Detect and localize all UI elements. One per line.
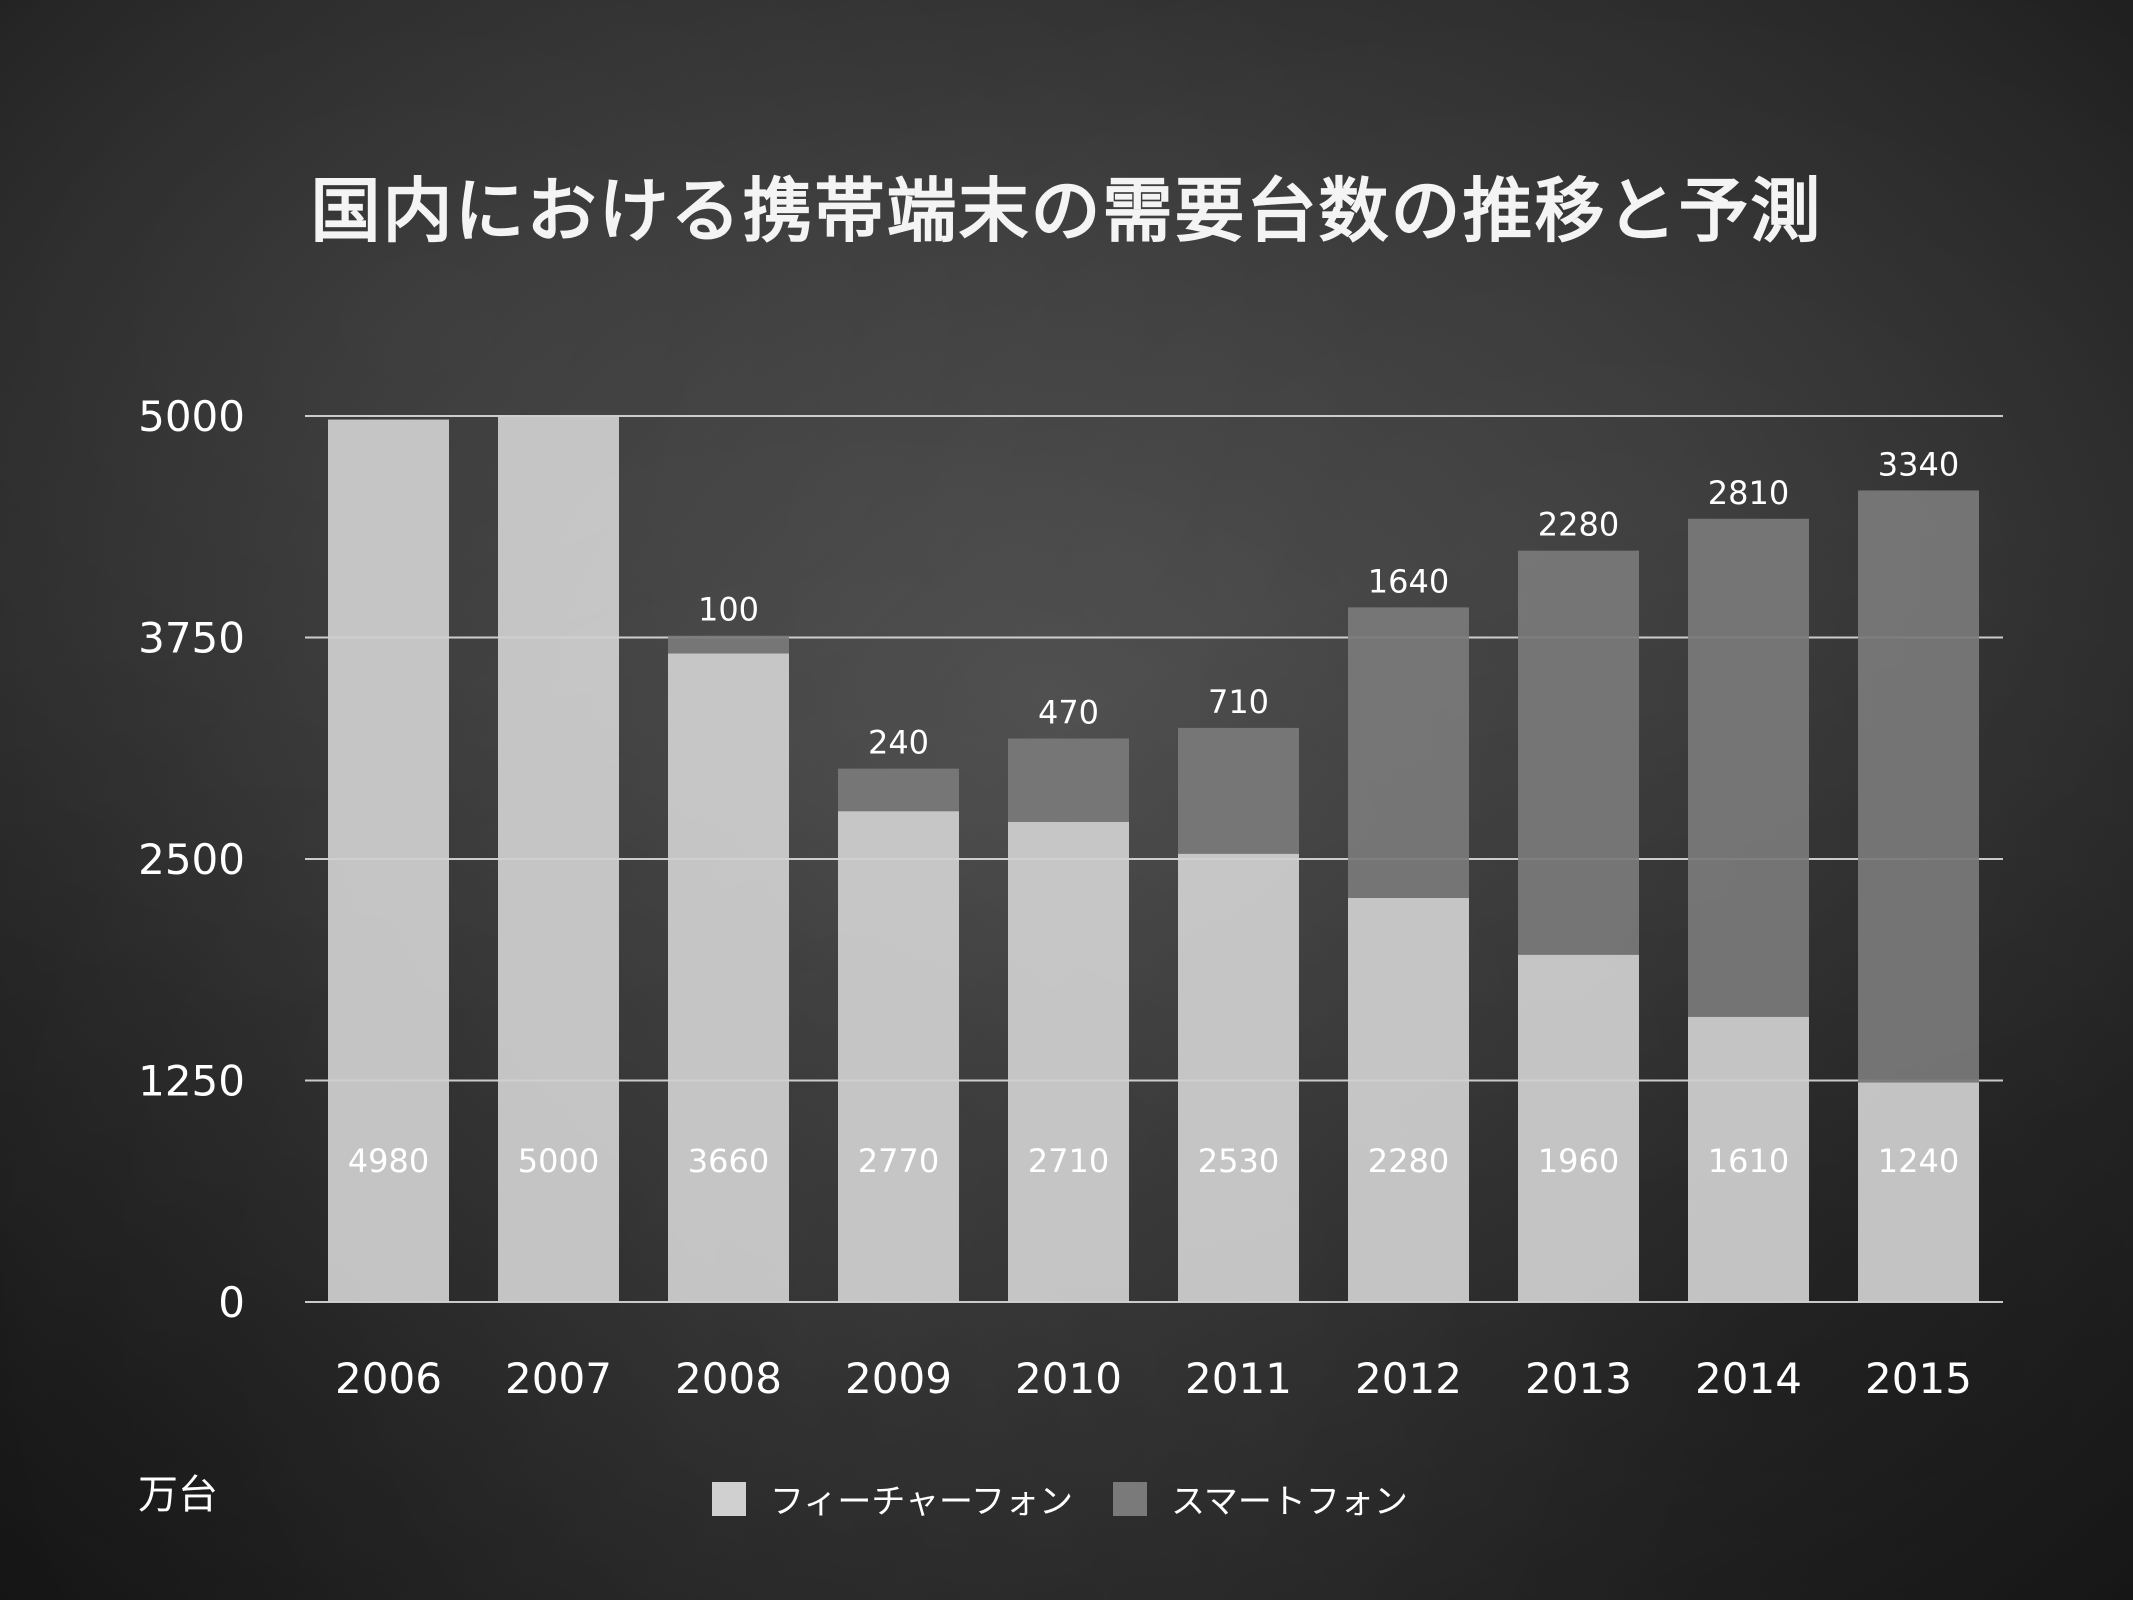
data-label-feature-phone-2015: 1240 <box>1878 1142 1959 1180</box>
x-tick-label-2011: 2011 <box>1185 1354 1292 1403</box>
bar-feature-phone-2010 <box>1008 821 1129 1302</box>
data-labels: 4980 5000 100 3660 240 2770 470 2710 710 2530 1640… <box>348 445 1959 1180</box>
bar-smartphone-2011 <box>1178 727 1299 854</box>
data-label-smartphone-2014: 2810 <box>1708 474 1789 512</box>
x-tick-label-2009: 2009 <box>845 1354 952 1403</box>
y-tick-label: 0 <box>218 1278 245 1327</box>
data-label-smartphone-2015: 3340 <box>1878 445 1959 483</box>
bar-smartphone-2012 <box>1348 607 1469 898</box>
x-tick-label-2006: 2006 <box>335 1354 442 1403</box>
bars <box>328 416 1979 1302</box>
data-label-feature-phone-2010: 2710 <box>1028 1142 1109 1180</box>
data-label-feature-phone-2006: 4980 <box>348 1142 429 1180</box>
data-label-smartphone-2011: 710 <box>1208 683 1269 721</box>
x-tick-label-2015: 2015 <box>1865 1354 1972 1403</box>
legend-item-feature-phone: フィーチャーフォン <box>712 1474 1073 1523</box>
bar-feature-phone-2012 <box>1348 897 1469 1302</box>
legend: フィーチャーフォン スマートフォン <box>712 1474 1448 1523</box>
bar-feature-phone-2009 <box>838 811 959 1302</box>
y-tick-label: 3750 <box>138 614 245 663</box>
y-tick-label: 2500 <box>138 835 245 884</box>
x-tick-label-2010: 2010 <box>1015 1354 1122 1403</box>
y-axis-unit-label: 万台 <box>138 1472 218 1518</box>
data-label-feature-phone-2007: 5000 <box>518 1142 599 1180</box>
data-label-smartphone-2013: 2280 <box>1538 506 1619 544</box>
bar-smartphone-2009 <box>838 768 959 812</box>
data-label-smartphone-2010: 470 <box>1038 694 1099 732</box>
bar-feature-phone-2015 <box>1858 1082 1979 1302</box>
legend-swatch-smartphone <box>1112 1481 1147 1516</box>
legend-swatch-feature-phone <box>712 1481 746 1516</box>
legend-label-feature-phone: フィーチャーフォン <box>770 1482 1073 1522</box>
data-label-smartphone-2009: 240 <box>868 724 929 762</box>
axis-labels: 0 1250 2500 3750 5000 2006 2007 2008 2009 2010 201… <box>138 392 1972 1403</box>
data-label-feature-phone-2012: 2280 <box>1368 1142 1449 1180</box>
bar-feature-phone-2006 <box>328 419 449 1302</box>
y-tick-label: 1250 <box>138 1057 245 1106</box>
bar-feature-phone-2007 <box>498 416 619 1302</box>
bar-smartphone-2015 <box>1858 490 1979 1083</box>
data-label-feature-phone-2014: 1610 <box>1708 1142 1789 1180</box>
chart-title: 国内における携帯端末の需要台数の推移と予測 <box>310 169 1823 252</box>
legend-item-smartphone: スマートフォン <box>1112 1474 1408 1523</box>
y-tick-label: 5000 <box>138 392 245 441</box>
data-label-feature-phone-2009: 2770 <box>858 1142 939 1180</box>
data-label-smartphone-2008: 100 <box>698 591 759 629</box>
data-label-feature-phone-2008: 3660 <box>688 1142 769 1180</box>
x-tick-label-2013: 2013 <box>1525 1354 1632 1403</box>
bar-feature-phone-2008 <box>668 653 789 1302</box>
data-label-feature-phone-2011: 2530 <box>1198 1142 1279 1180</box>
x-tick-label-2007: 2007 <box>505 1354 612 1403</box>
bar-feature-phone-2014 <box>1688 1016 1809 1302</box>
bar-smartphone-2014 <box>1688 518 1809 1017</box>
bar-smartphone-2013 <box>1518 550 1639 955</box>
bar-smartphone-2010 <box>1008 738 1129 822</box>
legend-label-smartphone: スマートフォン <box>1170 1482 1408 1522</box>
x-tick-label-2014: 2014 <box>1695 1354 1802 1403</box>
bar-feature-phone-2013 <box>1518 954 1639 1302</box>
bar-feature-phone-2011 <box>1178 853 1299 1302</box>
x-tick-label-2012: 2012 <box>1355 1354 1462 1403</box>
x-tick-label-2008: 2008 <box>675 1354 782 1403</box>
data-label-feature-phone-2013: 1960 <box>1538 1142 1619 1180</box>
data-label-smartphone-2012: 1640 <box>1368 562 1449 600</box>
bar-smartphone-2008 <box>668 635 789 654</box>
